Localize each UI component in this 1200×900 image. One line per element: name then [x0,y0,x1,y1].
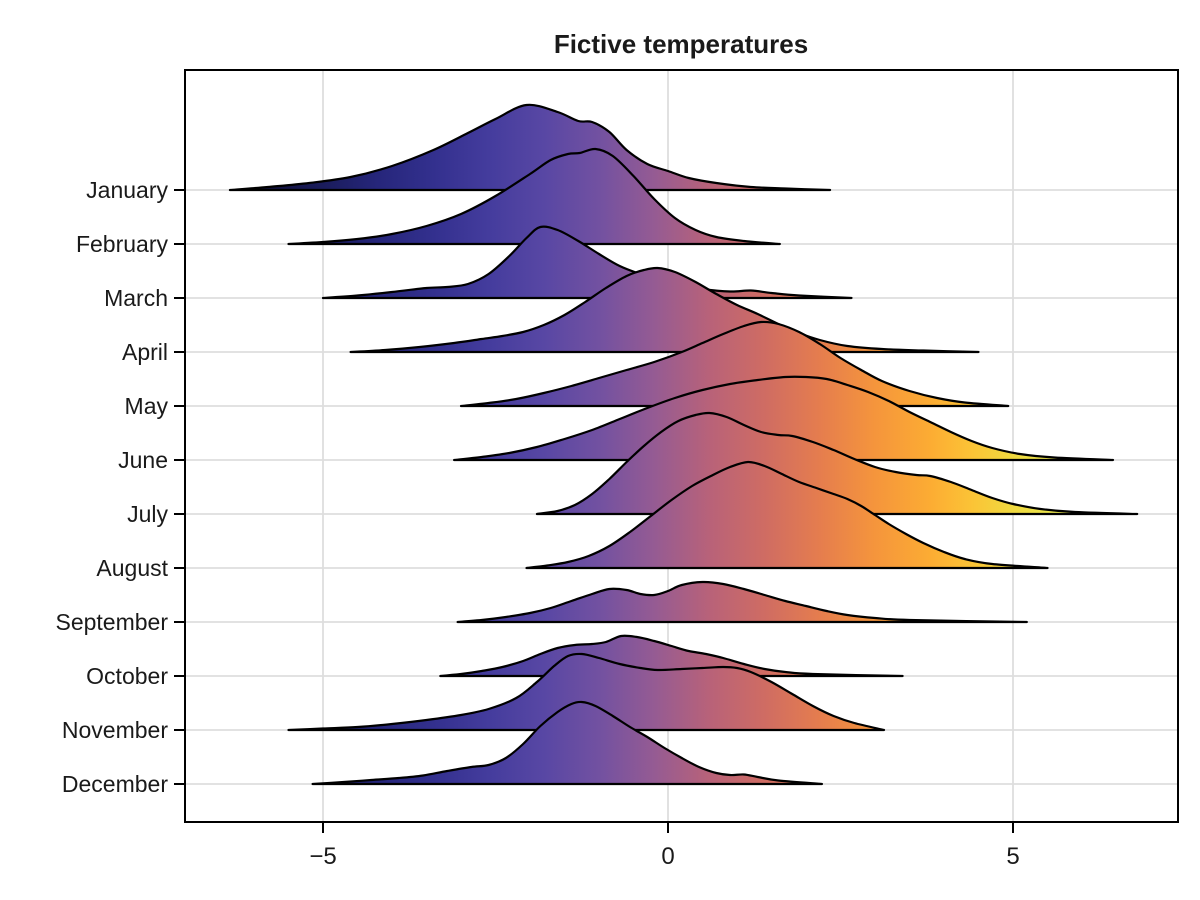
xtick-label-5: 5 [1006,843,1019,870]
ytick-label-january: January [86,177,168,203]
ridge-may [459,320,1010,408]
ridge-series [228,103,1139,786]
ytick-label-october: October [86,663,168,689]
ridge-december [311,700,823,786]
ridge-november [287,652,886,732]
ytick-label-april: April [122,339,168,365]
ridge-august [525,460,1049,570]
ytick-label-february: February [76,231,169,257]
ytick-label-march: March [104,285,168,311]
ridge-february [287,147,781,246]
panel-border [184,69,1179,823]
xtick-label-0: 0 [661,843,674,870]
ytick-label-may: May [125,393,169,419]
ridge-january [228,103,832,192]
ytick-label-december: December [62,771,168,797]
ridge-april [349,266,980,354]
ridge-june [453,375,1115,462]
ridge-march [321,225,853,300]
ytick-label-july: July [127,501,168,527]
ytick-label-august: August [96,555,168,581]
x-axis-labels: −5 0 5 [309,843,1019,870]
axis-ticks [174,189,1014,833]
ridge-september [456,580,1028,624]
ytick-label-june: June [118,447,168,473]
chart-title: Fictive temperatures [554,29,808,59]
ytick-label-november: November [62,717,168,743]
xtick-label-neg5: −5 [309,843,336,870]
y-axis-labels: January February March April May June Ju… [55,177,168,797]
ytick-label-september: September [55,609,168,635]
